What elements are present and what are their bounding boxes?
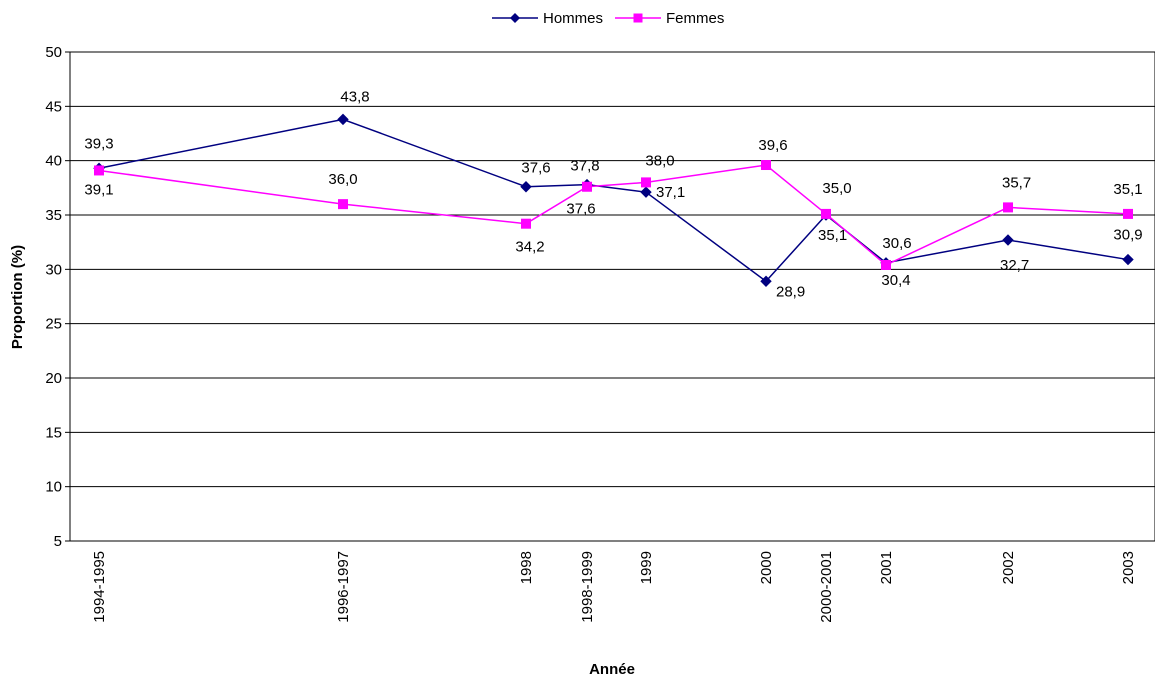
data-label-hommes: 37,6 — [521, 160, 550, 177]
point-femmes — [881, 259, 891, 270]
y-axis-title: Proportion (%) — [9, 245, 26, 349]
point-femmes — [641, 177, 651, 188]
data-label-femmes: 35,1 — [1113, 181, 1142, 198]
gridlines — [70, 51, 1155, 542]
y-tick-label: 40 — [45, 153, 62, 170]
data-label-femmes: 34,2 — [515, 239, 544, 256]
y-tick-label: 10 — [45, 479, 62, 496]
y-tick-label: 25 — [45, 316, 62, 333]
y-tick-label: 15 — [45, 424, 62, 441]
point-femmes — [761, 160, 771, 171]
legend: Hommes Femmes — [492, 10, 724, 27]
point-femmes — [338, 199, 348, 210]
x-tick-label: 2003 — [1120, 551, 1137, 584]
point-hommes — [640, 186, 652, 198]
point-femmes — [521, 218, 531, 229]
point-hommes — [520, 181, 532, 193]
data-labels: 39,3 43,8 37,6 37,8 37,1 28,9 35,0 30,6 32,7 30,9… — [84, 88, 1142, 300]
data-label-femmes: 37,6 — [566, 201, 595, 218]
legend-marker-femmes — [633, 13, 643, 23]
data-label-hommes: 35,0 — [822, 180, 851, 197]
plot-area-border — [69, 51, 1155, 542]
x-axis-title: Année — [589, 661, 635, 678]
data-label-hommes: 37,8 — [570, 158, 599, 175]
x-tick-label: 2002 — [1000, 551, 1017, 584]
data-label-hommes: 30,9 — [1113, 227, 1142, 244]
point-hommes — [337, 113, 349, 126]
data-label-hommes: 32,7 — [1000, 257, 1029, 274]
x-tick-label: 2000 — [758, 551, 775, 584]
x-axis-ticks: 1994-1995 1996-1997 1998 1998-1999 1999 2000 2… — [91, 551, 1137, 623]
data-label-hommes: 37,1 — [656, 184, 685, 201]
data-label-femmes: 38,0 — [645, 152, 674, 169]
y-tick-label: 20 — [45, 370, 62, 387]
y-tick-label: 45 — [45, 98, 62, 115]
point-hommes — [760, 275, 772, 287]
x-tick-label: 2000-2001 — [818, 551, 835, 623]
data-label-femmes: 35,1 — [818, 227, 847, 244]
y-axis-ticks: 5 10 15 20 25 30 35 40 45 50 — [45, 44, 70, 550]
data-label-femmes: 30,4 — [881, 272, 910, 289]
legend-label-hommes: Hommes — [543, 10, 603, 27]
data-label-hommes: 39,3 — [84, 135, 113, 152]
point-femmes — [94, 165, 104, 176]
x-tick-label: 2001 — [878, 551, 895, 584]
point-hommes — [1122, 253, 1134, 266]
y-tick-label: 5 — [54, 533, 62, 550]
point-hommes — [1002, 234, 1014, 246]
data-label-femmes: 36,0 — [328, 171, 357, 188]
data-label-hommes: 28,9 — [776, 283, 805, 300]
y-tick-label: 30 — [45, 261, 62, 278]
series-line-hommes — [98, 118, 1129, 283]
x-tick-label: 1998 — [518, 551, 535, 584]
data-label-hommes: 30,6 — [882, 235, 911, 252]
point-femmes — [582, 181, 592, 192]
x-tick-label: 1999 — [638, 551, 655, 584]
x-tick-label: 1998-1999 — [579, 551, 596, 623]
point-femmes — [1003, 202, 1013, 213]
y-tick-label: 50 — [45, 44, 62, 61]
point-femmes — [1123, 208, 1133, 219]
data-label-femmes: 35,7 — [1002, 174, 1031, 191]
data-label-femmes: 39,1 — [84, 181, 113, 198]
series-line-femmes — [98, 164, 1129, 266]
x-tick-label: 1996-1997 — [335, 551, 352, 623]
data-label-femmes: 39,6 — [758, 137, 787, 154]
data-label-hommes: 43,8 — [340, 88, 369, 105]
point-femmes — [821, 208, 831, 219]
legend-marker-hommes — [510, 13, 520, 23]
y-tick-label: 35 — [45, 207, 62, 224]
legend-label-femmes: Femmes — [666, 10, 724, 27]
series-layer — [93, 113, 1134, 287]
x-tick-label: 1994-1995 — [91, 551, 108, 623]
